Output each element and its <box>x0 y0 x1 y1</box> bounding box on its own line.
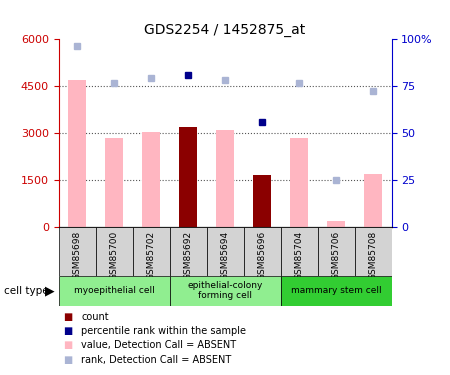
Bar <box>58 276 170 306</box>
Bar <box>243 227 280 276</box>
Text: ■: ■ <box>63 340 72 350</box>
Bar <box>280 227 318 276</box>
Text: GSM85706: GSM85706 <box>332 231 341 280</box>
Text: GSM85694: GSM85694 <box>220 231 230 280</box>
Bar <box>179 127 197 227</box>
Bar <box>290 138 308 227</box>
Text: GSM85708: GSM85708 <box>369 231 378 280</box>
Bar <box>207 227 243 276</box>
Text: ■: ■ <box>63 312 72 322</box>
Bar <box>68 80 86 227</box>
Text: ■: ■ <box>63 326 72 336</box>
Bar <box>142 132 160 227</box>
Text: mammary stem cell: mammary stem cell <box>291 286 381 295</box>
Bar <box>253 176 271 227</box>
Bar <box>105 138 123 227</box>
Bar <box>364 174 382 227</box>
Text: GSM85696: GSM85696 <box>257 231 266 280</box>
Bar <box>132 227 170 276</box>
Bar <box>327 220 345 227</box>
Bar <box>280 276 392 306</box>
Text: ■: ■ <box>63 355 72 364</box>
Text: ▶: ▶ <box>45 284 54 297</box>
Text: GSM85698: GSM85698 <box>72 231 81 280</box>
Bar <box>216 130 234 227</box>
Title: GDS2254 / 1452875_at: GDS2254 / 1452875_at <box>144 23 306 37</box>
Text: epithelial-colony
forming cell: epithelial-colony forming cell <box>187 281 263 300</box>
Text: value, Detection Call = ABSENT: value, Detection Call = ABSENT <box>81 340 236 350</box>
Bar <box>355 227 392 276</box>
Text: myoepithelial cell: myoepithelial cell <box>74 286 154 295</box>
Text: count: count <box>81 312 108 322</box>
Bar <box>95 227 132 276</box>
Text: GSM85704: GSM85704 <box>294 231 303 280</box>
Text: GSM85702: GSM85702 <box>147 231 156 280</box>
Bar <box>170 276 280 306</box>
Text: rank, Detection Call = ABSENT: rank, Detection Call = ABSENT <box>81 355 231 364</box>
Bar <box>318 227 355 276</box>
Bar <box>58 227 95 276</box>
Text: cell type: cell type <box>4 286 49 296</box>
Text: percentile rank within the sample: percentile rank within the sample <box>81 326 246 336</box>
Text: GSM85692: GSM85692 <box>184 231 193 280</box>
Bar <box>170 227 207 276</box>
Text: GSM85700: GSM85700 <box>109 231 118 280</box>
